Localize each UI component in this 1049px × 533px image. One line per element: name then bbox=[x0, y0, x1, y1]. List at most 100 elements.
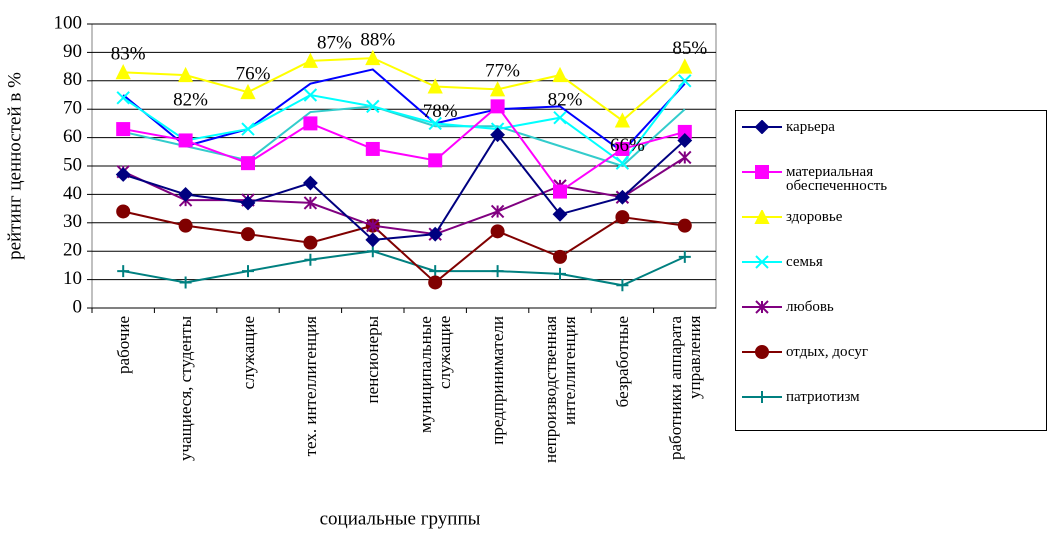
legend-label: патриотизм bbox=[786, 389, 860, 405]
series-line bbox=[123, 250, 686, 287]
marker bbox=[428, 153, 443, 168]
series-line bbox=[122, 80, 686, 165]
marker bbox=[177, 66, 194, 83]
legend-swatch bbox=[742, 255, 782, 269]
marker bbox=[241, 156, 255, 171]
marker bbox=[614, 112, 631, 128]
marker bbox=[677, 133, 693, 148]
marker bbox=[115, 167, 131, 182]
x-tick-label: непроизводственная интеллигенция bbox=[541, 316, 579, 464]
y-tick-label: 10 bbox=[63, 268, 82, 289]
x-tick-label: рабочие bbox=[113, 316, 133, 374]
data-label: 78% bbox=[423, 101, 458, 122]
series-line bbox=[122, 133, 686, 241]
marker bbox=[303, 88, 318, 102]
y-tick-label: 80 bbox=[63, 69, 82, 90]
legend-swatch bbox=[742, 210, 782, 224]
series-line bbox=[122, 68, 686, 154]
legend-label: любовь bbox=[786, 299, 834, 315]
marker bbox=[303, 196, 318, 210]
data-label: 85% bbox=[672, 38, 707, 59]
marker bbox=[240, 195, 256, 211]
y-tick-label: 90 bbox=[63, 41, 82, 62]
marker bbox=[490, 224, 505, 239]
marker bbox=[178, 186, 194, 202]
marker bbox=[117, 265, 130, 278]
legend-swatch bbox=[742, 120, 782, 134]
legend-swatch bbox=[742, 345, 782, 359]
x-tick-label: учащиеся, студенты bbox=[176, 316, 196, 461]
marker bbox=[365, 232, 381, 248]
marker bbox=[678, 74, 692, 88]
marker bbox=[115, 64, 131, 80]
marker bbox=[366, 218, 380, 233]
legend-label: отдых, досуг bbox=[786, 344, 868, 360]
data-label: 88% bbox=[360, 29, 395, 50]
marker bbox=[754, 120, 770, 134]
marker bbox=[428, 275, 443, 290]
series-line bbox=[122, 156, 686, 236]
marker bbox=[366, 99, 380, 114]
x-tick-label: пенсионеры bbox=[363, 316, 383, 404]
data-label: 83% bbox=[111, 44, 146, 65]
marker bbox=[178, 218, 193, 233]
legend-swatch bbox=[742, 391, 782, 403]
x-axis-title: социальные группы bbox=[320, 508, 481, 529]
x-tick-label: работники аппарата управления bbox=[665, 316, 704, 461]
marker bbox=[552, 66, 568, 83]
series-line bbox=[122, 105, 686, 168]
marker bbox=[756, 391, 768, 403]
marker bbox=[303, 116, 318, 131]
marker bbox=[303, 235, 318, 250]
marker bbox=[429, 265, 442, 278]
marker bbox=[427, 78, 443, 94]
x-tick-label: муниципальные служащие bbox=[416, 316, 455, 433]
legend-swatch bbox=[742, 300, 782, 314]
marker bbox=[490, 204, 505, 219]
marker bbox=[678, 250, 691, 263]
x-tick-label: тех. интеллигенция bbox=[300, 316, 320, 457]
y-tick-label: 0 bbox=[73, 296, 83, 317]
data-label: 66% bbox=[610, 135, 645, 156]
y-tick-label: 40 bbox=[63, 183, 82, 204]
data-label: 82% bbox=[548, 89, 583, 110]
legend: карьера материальная обеспеченность здоров… bbox=[735, 110, 1047, 431]
marker bbox=[302, 52, 319, 68]
y-tick-label: 60 bbox=[63, 126, 82, 147]
marker bbox=[615, 210, 630, 225]
marker bbox=[677, 218, 692, 233]
y-tick-label: 30 bbox=[63, 211, 82, 232]
y-axis-title: рейтинг ценностей в % bbox=[4, 72, 25, 260]
data-label: 87% bbox=[317, 32, 352, 53]
legend-label: семья bbox=[786, 254, 823, 270]
marker bbox=[241, 122, 255, 136]
marker bbox=[755, 165, 769, 179]
marker bbox=[678, 150, 692, 165]
legend-swatch bbox=[742, 165, 782, 179]
marker bbox=[614, 189, 630, 205]
marker bbox=[241, 227, 255, 242]
series-line bbox=[123, 57, 686, 122]
series-line bbox=[123, 104, 686, 193]
marker bbox=[116, 91, 130, 105]
marker bbox=[755, 345, 769, 359]
x-tick-label: предприниматели bbox=[488, 316, 508, 445]
legend-label: материальная обеспеченность bbox=[786, 164, 888, 194]
y-tick-label: 70 bbox=[63, 98, 82, 119]
marker bbox=[304, 253, 317, 266]
marker bbox=[552, 206, 568, 222]
marker bbox=[302, 175, 318, 191]
legend-label: карьера bbox=[786, 119, 835, 135]
marker bbox=[554, 267, 566, 280]
marker bbox=[365, 141, 380, 156]
series-line bbox=[122, 210, 685, 284]
marker bbox=[755, 255, 769, 269]
y-tick-label: 100 bbox=[54, 12, 83, 33]
marker bbox=[677, 58, 693, 74]
marker bbox=[365, 49, 381, 66]
marker bbox=[616, 279, 629, 292]
marker bbox=[553, 111, 567, 125]
marker bbox=[754, 210, 770, 224]
